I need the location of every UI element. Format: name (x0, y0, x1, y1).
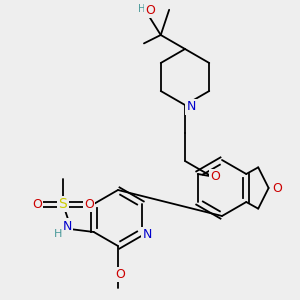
Text: H: H (54, 229, 62, 239)
Text: O: O (32, 197, 42, 211)
Text: H: H (138, 4, 146, 14)
Text: N: N (186, 100, 196, 113)
Text: O: O (84, 197, 94, 211)
Text: O: O (115, 268, 125, 281)
Text: N: N (142, 229, 152, 242)
Text: S: S (58, 197, 67, 211)
Text: O: O (210, 170, 220, 184)
Text: O: O (145, 4, 155, 17)
Text: O: O (273, 182, 283, 194)
Text: N: N (63, 220, 72, 233)
